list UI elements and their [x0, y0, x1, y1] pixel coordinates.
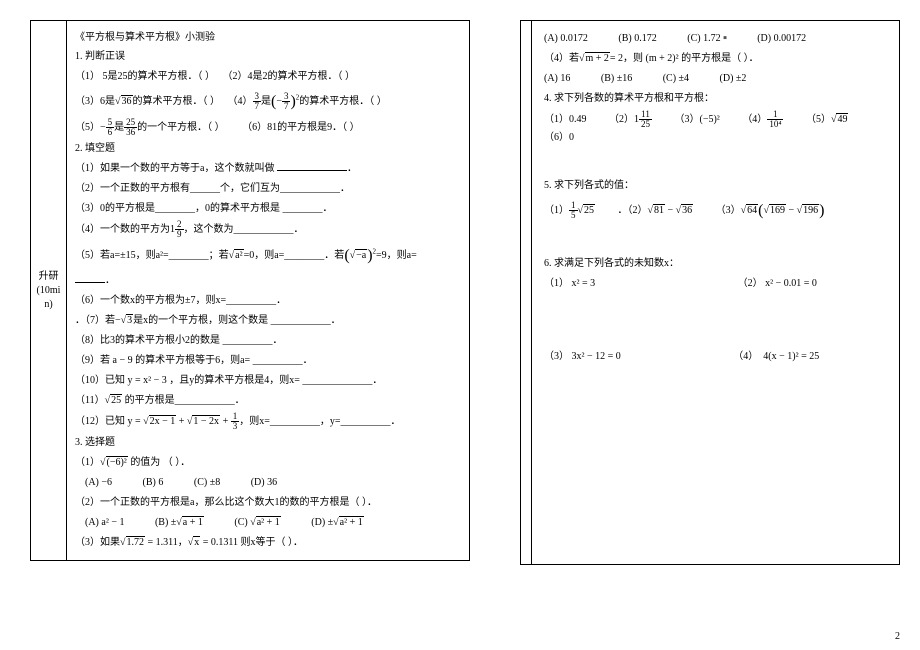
i6-3: （3） 3x² − 12 = 0	[544, 348, 621, 365]
right-column: (A) 0.0172 (B) 0.172 (C) 1.72 ■ (D) 0.00…	[520, 20, 900, 650]
options-3-1: (A) −6 (B) 6 (C) ±8 (D) 36	[85, 474, 461, 491]
opt-b: (B) 0.172	[618, 30, 656, 47]
sidebar-label-3: n)	[44, 298, 52, 312]
opt-d: (D) ±√a² + 1	[311, 514, 363, 531]
opt-c: (C) 1.72 ■	[687, 30, 726, 47]
i5-3: （3）√64(√169 − √196)	[716, 197, 825, 224]
opt-c: (C) ±8	[194, 474, 220, 491]
item-2-10: （10）已知 y = x² − 3 ，且y的算术平方根是4，则x= ______…	[75, 372, 461, 389]
section-6: 6. 求满足下列各式的未知数x：	[544, 255, 887, 272]
options-3-4: (A) 16 (B) ±16 (C) ±4 (D) ±2	[544, 70, 887, 87]
i4-4: （4）110⁴	[742, 110, 783, 129]
blank-row: ．	[75, 272, 461, 289]
options-3-3: (A) 0.0172 (B) 0.172 (C) 1.72 ■ (D) 0.00…	[544, 30, 887, 47]
text: （6）81的平方根是9．（ ）	[242, 122, 360, 133]
sidebar: 升研 (10mi n)	[31, 21, 67, 560]
item-2-5: （5）若a=±15，则a²=________；若√a²=0，则a=_______…	[75, 242, 461, 269]
opt-a: (A) 0.0172	[544, 30, 588, 47]
opt-b: (B) ±16	[601, 70, 632, 87]
row-5: （1）15√25 ．（2）√81 − √36 （3）√64(√169 − √19…	[544, 197, 887, 224]
page-number: 2	[895, 631, 900, 642]
section-2: 2. 填空题	[75, 140, 461, 157]
text: （3）6是	[75, 96, 115, 107]
left-box: 升研 (10mi n) 《平方根与算术平方根》小测验 1. 判断正误 （1） 5…	[30, 20, 470, 561]
opt-a: (A) a² − 1	[85, 514, 124, 531]
i4-5: （5）√49	[806, 111, 849, 128]
item-2-12: （12）已知 y = √2x − 1 + √1 − 2x + 13，则x=___…	[75, 412, 461, 431]
opt-c: (C) ±4	[663, 70, 689, 87]
item-2-7: ．（7）若−√3是x的一个平方根，则这个数是 ____________．	[75, 312, 461, 329]
section-5: 5. 求下列各式的值：	[544, 177, 887, 194]
opt-d: (D) ±2	[720, 70, 747, 87]
item-2-8: （8）比3的算术平方根小2的数是 __________．	[75, 332, 461, 349]
i6-1: （1） x² = 3	[544, 275, 595, 292]
right-sidebar	[521, 21, 532, 564]
text: 的一个平方根．（ ）	[137, 122, 220, 133]
item-2-11: （11）√25 的平方根是____________．	[75, 392, 461, 409]
item-1-5-6: （5）−56是2536的一个平方根．（ ） （6）81的平方根是9．（ ）	[75, 118, 461, 137]
text: （5）−	[75, 122, 106, 133]
section-4: 4. 求下列各数的算术平方根和平方根：	[544, 90, 887, 107]
opt-b: (B) 6	[143, 474, 164, 491]
opt-d: (D) 36	[251, 474, 277, 491]
item-3-2: （2）一个正数的平方根是a，那么比这个数大1的数的平方根是（ ）．	[75, 494, 461, 511]
text: 是	[114, 122, 124, 133]
row-4: （1）0.49 （2）11125 （3）(−5)² （4）110⁴ （5）√49…	[544, 110, 887, 146]
item-2-4: （4）一个数的平方为129，这个数为____________．	[75, 220, 461, 239]
row-6-1: （1） x² = 3 （2） x² − 0.01 = 0	[544, 275, 887, 292]
item-2-6: （6）一个数x的平方根为±7，则x=__________．	[75, 292, 461, 309]
i4-6: （6）0	[544, 129, 574, 146]
item-2-3: （3）0的平方根是________，0的算术平方根是 ________．	[75, 200, 461, 217]
item-2-1: （1）如果一个数的平方等于a，这个数就叫做 ．	[75, 160, 461, 177]
i4-3: （3）(−5)²	[675, 111, 720, 128]
text: （4）	[228, 96, 253, 107]
item-2-9: （9）若 a − 9 的算术平方根等于6，则a= __________．	[75, 352, 461, 369]
options-3-2: (A) a² − 1 (B) ±√a + 1 (C) √a² + 1 (D) ±…	[85, 514, 461, 531]
right-content: (A) 0.0172 (B) 0.172 (C) 1.72 ■ (D) 0.00…	[532, 21, 899, 564]
i5-2: ．（2）√81 − √36	[618, 202, 694, 219]
opt-c: (C) √a² + 1	[234, 514, 280, 531]
text: 的算术平方根．（ ）	[299, 96, 387, 107]
i6-4: （4） 4(x − 1)² = 25	[733, 348, 819, 365]
text: （1） 5是25的算术平方根．（ ）	[75, 71, 210, 82]
left-content: 《平方根与算术平方根》小测验 1. 判断正误 （1） 5是25的算术平方根．（ …	[67, 21, 469, 560]
item-2-2: （2）一个正数的平方根有______个，它们互为____________．	[75, 180, 461, 197]
page: 升研 (10mi n) 《平方根与算术平方根》小测验 1. 判断正误 （1） 5…	[0, 0, 920, 650]
opt-d: (D) 0.00172	[757, 30, 806, 47]
text: （2）4是2的算术平方根．（ ）	[223, 71, 356, 82]
row-6-2: （3） 3x² − 12 = 0 （4） 4(x − 1)² = 25	[544, 348, 887, 365]
item-1-1: （1） 5是25的算术平方根．（ ） （2）4是2的算术平方根．（ ）	[75, 68, 461, 85]
section-1: 1. 判断正误	[75, 48, 461, 65]
section-3: 3. 选择题	[75, 434, 461, 451]
i5-1: （1）15√25	[544, 201, 595, 220]
i4-1: （1）0.49	[544, 111, 587, 128]
text: 是	[261, 96, 271, 107]
item-1-3-4: （3）6是√36的算术平方根．（ ） （4）37是(−37)2的算术平方根．（ …	[75, 88, 461, 115]
item-3-3: （3）如果√1.72 = 1.311，√x = 0.1311 则x等于（ ）．	[75, 534, 461, 551]
opt-a: (A) −6	[85, 474, 112, 491]
text: 的算术平方根．（ ）	[133, 96, 216, 107]
sidebar-label-1: 升研	[39, 270, 59, 284]
item-3-4: （4）若√m + 2= 2，则 (m + 2)² 的平方根是（ ）．	[544, 50, 887, 67]
right-box: (A) 0.0172 (B) 0.172 (C) 1.72 ■ (D) 0.00…	[520, 20, 900, 565]
i6-2: （2） x² − 0.01 = 0	[738, 275, 817, 292]
opt-a: (A) 16	[544, 70, 570, 87]
i4-2: （2）11125	[609, 110, 652, 129]
quiz-title: 《平方根与算术平方根》小测验	[75, 29, 461, 46]
sidebar-label-2: (10mi	[37, 284, 61, 298]
item-3-1: （1）√(−6)² 的值为 （ ）．	[75, 454, 461, 471]
left-column: 升研 (10mi n) 《平方根与算术平方根》小测验 1. 判断正误 （1） 5…	[30, 20, 470, 650]
opt-b: (B) ±√a + 1	[155, 514, 204, 531]
